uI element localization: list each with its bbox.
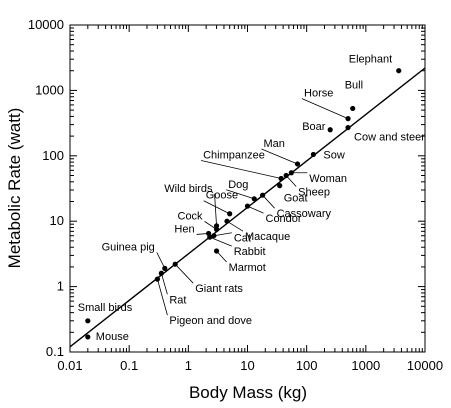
- data-label-sheep: Sheep: [298, 186, 330, 198]
- label-leader-lines: [156, 98, 349, 316]
- y-tick-label: 10: [50, 213, 64, 228]
- data-label-bull: Bull: [345, 79, 363, 91]
- data-point-boar: [327, 127, 333, 133]
- y-axis-ticks: 0.1 1 10 100 1000 10000: [28, 17, 425, 359]
- x-axis-ticks: 0.01 0.1 1 10 100 1000 10000: [57, 25, 443, 373]
- data-label-chimpanzee: Chimpanzee: [203, 149, 265, 161]
- data-label-boar: Boar: [302, 121, 326, 133]
- leader-line-condor: [247, 205, 264, 214]
- data-label-cow-and-steer: Cow and steer: [354, 132, 425, 144]
- data-point-sow: [310, 151, 317, 158]
- x-tick-label: 1: [185, 358, 192, 373]
- leader-line-cat: [213, 232, 232, 237]
- data-label-cock: Cock: [178, 210, 204, 222]
- data-label-goose: Goose: [206, 190, 238, 202]
- y-tick-label: 100: [42, 148, 64, 163]
- data-label-small-birds: Small birds: [78, 302, 133, 314]
- data-label-mouse: Mouse: [96, 331, 129, 343]
- data-label-cassowary: Cassowary: [277, 208, 332, 220]
- data-label-woman: Woman: [309, 173, 347, 185]
- data-label-wild-birds: Wild birds: [164, 183, 213, 195]
- leader-line-rabbit: [209, 236, 232, 247]
- leader-line-dog: [226, 189, 255, 200]
- data-point-macaque: [224, 218, 230, 224]
- data-label-elephant: Elephant: [349, 54, 392, 66]
- data-label-rat: Rat: [169, 294, 186, 306]
- data-label-rabbit: Rabbit: [234, 246, 266, 258]
- leader-line-man: [261, 148, 298, 165]
- x-tick-label: 100: [296, 358, 318, 373]
- leader-line-rat: [160, 273, 168, 295]
- data-label-condor: Condor: [266, 213, 302, 225]
- leader-line-goose: [203, 200, 230, 215]
- x-tick-label: 0.01: [57, 358, 82, 373]
- data-point-cow-and-steer: [345, 124, 351, 131]
- data-label-cat: Cat: [234, 233, 251, 245]
- data-label-horse: Horse: [304, 88, 333, 100]
- y-axis-title: Metabolic Rate (watt): [5, 108, 24, 269]
- leader-line-macaque: [226, 220, 244, 232]
- y-tick-label: 10000: [28, 17, 64, 32]
- data-label-hen: Hen: [174, 223, 194, 235]
- x-tick-label: 10000: [407, 358, 443, 373]
- x-tick-label: 0.1: [120, 358, 138, 373]
- leader-line-guinea-pig: [156, 252, 166, 269]
- data-point-pigeon-and-dove: [154, 276, 160, 282]
- x-tick-label: 1000: [351, 358, 380, 373]
- leader-line-horse: [301, 98, 349, 120]
- y-tick-label: 0.1: [46, 344, 64, 359]
- data-label-dog: Dog: [228, 179, 248, 191]
- data-point-small-birds: [85, 318, 91, 324]
- data-point-goat: [277, 183, 283, 189]
- y-tick-label: 1: [57, 279, 64, 294]
- data-point-condor: [244, 203, 251, 209]
- data-point-bull: [350, 105, 356, 112]
- leader-line-marmot: [216, 250, 227, 263]
- data-label-goat: Goat: [284, 193, 308, 205]
- data-label-marmot: Marmot: [229, 262, 266, 274]
- data-label-macaque: Macaque: [245, 231, 290, 243]
- leader-line-sheep: [285, 175, 297, 187]
- leader-line-pigeon-and-dove: [157, 279, 168, 316]
- data-points-group: [85, 68, 402, 340]
- data-label-guinea-pig: Guinea pig: [102, 241, 155, 253]
- leader-line-giant-rats: [174, 263, 194, 284]
- leader-line-cassowary: [262, 194, 275, 209]
- leader-line-cock: [204, 221, 217, 230]
- leader-line-wild-birds: [214, 193, 217, 226]
- data-label-sow: Sow: [323, 149, 344, 161]
- data-label-giant-rats: Giant rats: [195, 283, 243, 295]
- data-point-elephant: [396, 68, 402, 74]
- y-tick-label: 1000: [35, 82, 64, 97]
- x-axis-title: Body Mass (kg): [189, 383, 307, 402]
- x-tick-label: 10: [240, 358, 254, 373]
- data-label-pigeon-and-dove: Pigeon and dove: [169, 315, 252, 327]
- data-point-mouse: [85, 334, 91, 340]
- leader-line-chimpanzee: [201, 160, 282, 179]
- data-labels-group: Mouse Small birds Rat Pigeon and dove Guinea…: [78, 54, 425, 343]
- data-label-man: Man: [264, 138, 285, 150]
- leader-line-hen: [196, 233, 209, 235]
